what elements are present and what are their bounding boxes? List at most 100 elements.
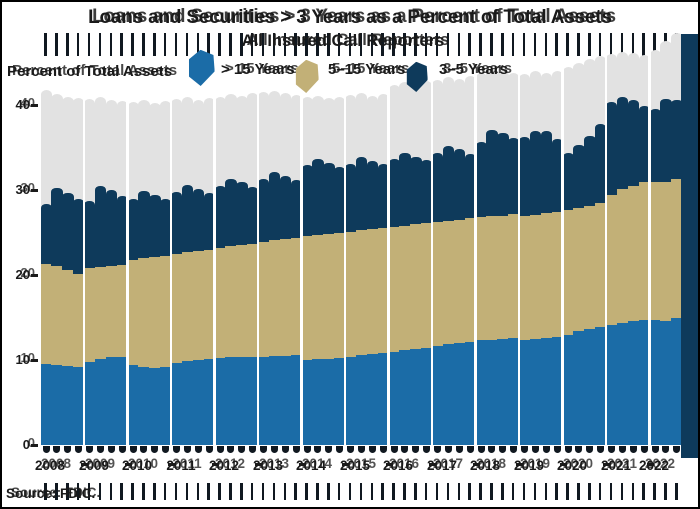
baseline-fringe — [336, 446, 344, 453]
gt15-swatch-icon — [186, 48, 217, 87]
ghost-dash-bottom — [359, 483, 363, 500]
ghost-dash-bottom — [240, 483, 243, 500]
xtick-dash — [255, 463, 262, 466]
ghost-dash-top — [185, 33, 189, 56]
bar-2014Q3-3to5 — [323, 162, 335, 235]
ghost-dash-bottom — [598, 483, 602, 500]
ghost-dash-top — [337, 33, 341, 56]
bar-2011Q1-5to15 — [171, 253, 183, 363]
bar-2014Q1-gt15 — [301, 360, 313, 445]
bar-2009Q2-gt15 — [94, 359, 107, 445]
ghost-dash-bottom — [381, 483, 384, 500]
ytick-label-20: 20 — [15, 267, 30, 282]
ghost-dash-top — [479, 33, 482, 56]
ghost-dash-bottom — [653, 483, 656, 500]
bar-2019Q3-gt15 — [540, 337, 553, 445]
bar-2010Q3-3to5 — [149, 195, 161, 258]
baseline-fringe — [249, 446, 257, 453]
xlabel-2014: 2014 — [295, 458, 327, 473]
bar-2011Q2-5to15 — [181, 252, 194, 361]
bar-2017Q4-gt15 — [464, 342, 476, 445]
baseline-fringe — [216, 446, 224, 453]
bar-2020Q2-gt15 — [573, 331, 585, 445]
bar-2013Q1-gt15 — [258, 356, 270, 445]
baseline-fringe — [183, 446, 191, 453]
bar-2016Q3-5to15 — [410, 224, 422, 349]
baseline-fringe — [314, 446, 322, 453]
bar-2021Q1-3to5 — [606, 102, 618, 196]
ghost-dash-bottom — [588, 483, 591, 500]
ghost-dash-bottom — [577, 483, 580, 500]
bar-2015Q2-5to15 — [355, 230, 368, 355]
bar-2011Q3-5to15 — [192, 251, 205, 360]
bar-2012Q2-5to15 — [225, 246, 237, 358]
ghost-dash-bottom — [609, 483, 613, 500]
ghost-dash-top — [544, 33, 547, 56]
baseline-fringe — [618, 446, 626, 453]
baseline-fringe — [466, 446, 474, 453]
bar-2019Q2-3to5 — [529, 131, 542, 215]
year-separator — [648, 32, 651, 445]
baseline-fringe — [86, 446, 93, 453]
year-separator — [561, 32, 564, 445]
baseline-fringe — [292, 446, 300, 453]
ghost-dash-top — [294, 33, 297, 56]
bar-2015Q4-5to15 — [377, 228, 389, 354]
ghost-dash-bottom — [468, 483, 471, 500]
year-separator — [169, 32, 173, 445]
bar-2014Q4-gt15 — [334, 358, 346, 445]
ghost-dash-bottom — [501, 483, 504, 500]
ghost-dash-bottom — [98, 483, 102, 500]
bar-2019Q3-3to5 — [540, 130, 553, 213]
bar-2022Q2-5to15 — [660, 181, 672, 321]
xlabel-2016: 2016 — [382, 458, 414, 473]
baseline-fringe — [608, 446, 615, 453]
bar-2008Q1-3to5 — [40, 203, 52, 264]
ghost-dash-bottom — [370, 483, 374, 500]
ghost-dash-top — [446, 33, 450, 56]
ghost-dash-top — [653, 33, 656, 56]
bar-2009Q2-3to5 — [94, 185, 107, 267]
ghost-dash-bottom — [327, 483, 330, 500]
ghost-dash-top — [305, 33, 308, 56]
ytick-0 — [31, 444, 38, 447]
ghost-dash-top — [327, 33, 330, 56]
xtick-dash — [386, 463, 393, 466]
ghost-dash-bottom — [316, 483, 319, 500]
bar-2021Q3-5to15 — [627, 185, 640, 321]
legend-label-gt15: > 15 Years — [221, 61, 295, 78]
bar-2019Q4-3to5 — [551, 139, 563, 213]
ghost-dash-bottom — [490, 483, 493, 500]
bar-2022Q3-5to15 — [671, 178, 683, 318]
bar-2019Q1-3to5 — [519, 137, 531, 216]
baseline-fringe — [629, 446, 637, 453]
bar-2017Q1-3to5 — [432, 152, 444, 223]
bar-2015Q2-3to5 — [355, 156, 368, 230]
ghost-dash-top — [403, 33, 406, 56]
ytick-10 — [31, 359, 38, 362]
bar-2013Q4-5to15 — [290, 237, 302, 355]
baseline-fringe — [64, 446, 72, 453]
ghost-dash-top — [55, 33, 58, 56]
xtick-dash — [299, 463, 306, 466]
baseline-fringe — [205, 446, 213, 453]
ghost-dash-bottom — [392, 483, 395, 500]
xlabel-2018: 2018 — [469, 458, 501, 473]
bar-2020Q4-3to5 — [595, 123, 607, 203]
baseline-fringe — [118, 446, 126, 453]
bar-2017Q4-3to5 — [464, 153, 476, 219]
bar-2010Q1-3to5 — [127, 199, 139, 260]
bar-2008Q4-3to5 — [73, 198, 85, 275]
bar-2009Q1-5to15 — [84, 268, 96, 362]
xtick-dash — [168, 463, 175, 466]
bar-2021Q1-gt15 — [606, 325, 618, 445]
ytick-label-0: 0 — [22, 437, 30, 452]
ghost-dash-top — [577, 33, 580, 56]
bar-2012Q1-5to15 — [214, 247, 226, 359]
bar-2014Q2-5to15 — [312, 235, 324, 360]
bar-2021Q4-3to5 — [638, 105, 650, 183]
bar-2010Q4-gt15 — [160, 366, 172, 445]
bar-2015Q3-5to15 — [366, 229, 379, 355]
bar-2015Q1-3to5 — [345, 163, 357, 232]
baseline-fringe — [379, 446, 387, 453]
